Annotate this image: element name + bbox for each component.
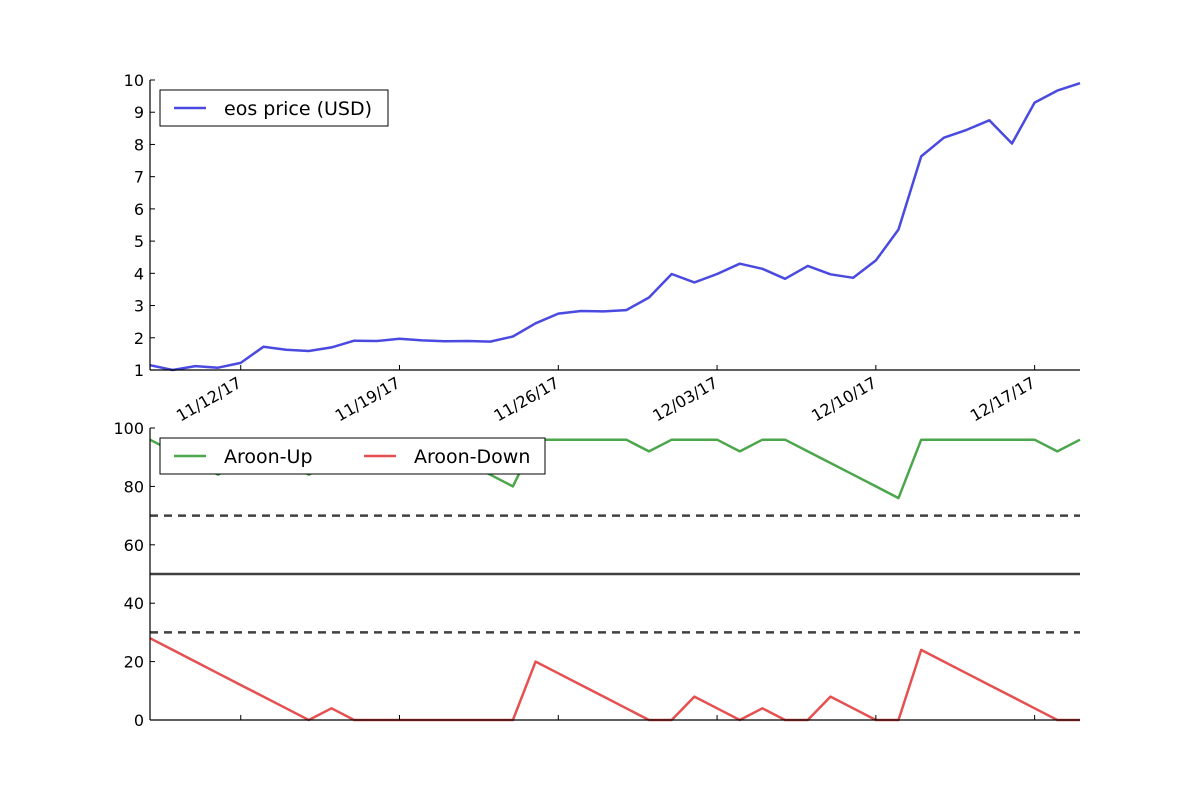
y-tick-label: 5 [134,232,144,251]
aroon-panel: 0 20 40 60 80 100 Aroon-Up Aroon-Down [113,419,1081,730]
y-tick-label: 2 [134,329,144,348]
y-tick-label: 10 [124,71,144,90]
x-tick-label: 12/10/17 [808,373,880,425]
x-tick-label: 11/12/17 [173,373,245,425]
y-tick-label: 6 [134,200,144,219]
y-tick-label: 60 [124,536,144,555]
y-tick-label: 3 [134,297,144,316]
series-line-eos-price-usd [149,82,1081,372]
y-tick-label: 20 [124,653,144,672]
y-tick-label: 4 [134,264,144,283]
legend-label: eos price (USD) [224,98,372,120]
legend-box [159,437,546,475]
y-tick-label: 9 [134,103,144,122]
x-tick-label: 12/03/17 [649,373,721,425]
y-tick-label: 1 [134,361,144,380]
x-tick-label: 12/17/17 [967,373,1039,425]
y-tick-label: 80 [124,477,144,496]
y-tick-label: 0 [134,711,144,730]
series-line-aroon-down [149,637,1080,722]
x-tick-label: 11/26/17 [491,373,563,425]
legend: Aroon-Up Aroon-Down [159,437,546,475]
price-panel: 1 2 3 4 5 6 7 8 9 10 11/12/17 11/19/17 11/26/17 12/03… [124,71,1081,425]
legend-label: Aroon-Down [414,446,530,468]
y-tick-label: 8 [134,135,144,154]
y-tick-label: 40 [124,594,144,613]
y-tick-label: 100 [113,419,144,438]
y-tick-label: 7 [134,168,144,187]
legend: eos price (USD) [159,89,389,127]
legend-label: Aroon-Up [224,446,313,468]
x-tick-label: 11/19/17 [332,373,404,425]
